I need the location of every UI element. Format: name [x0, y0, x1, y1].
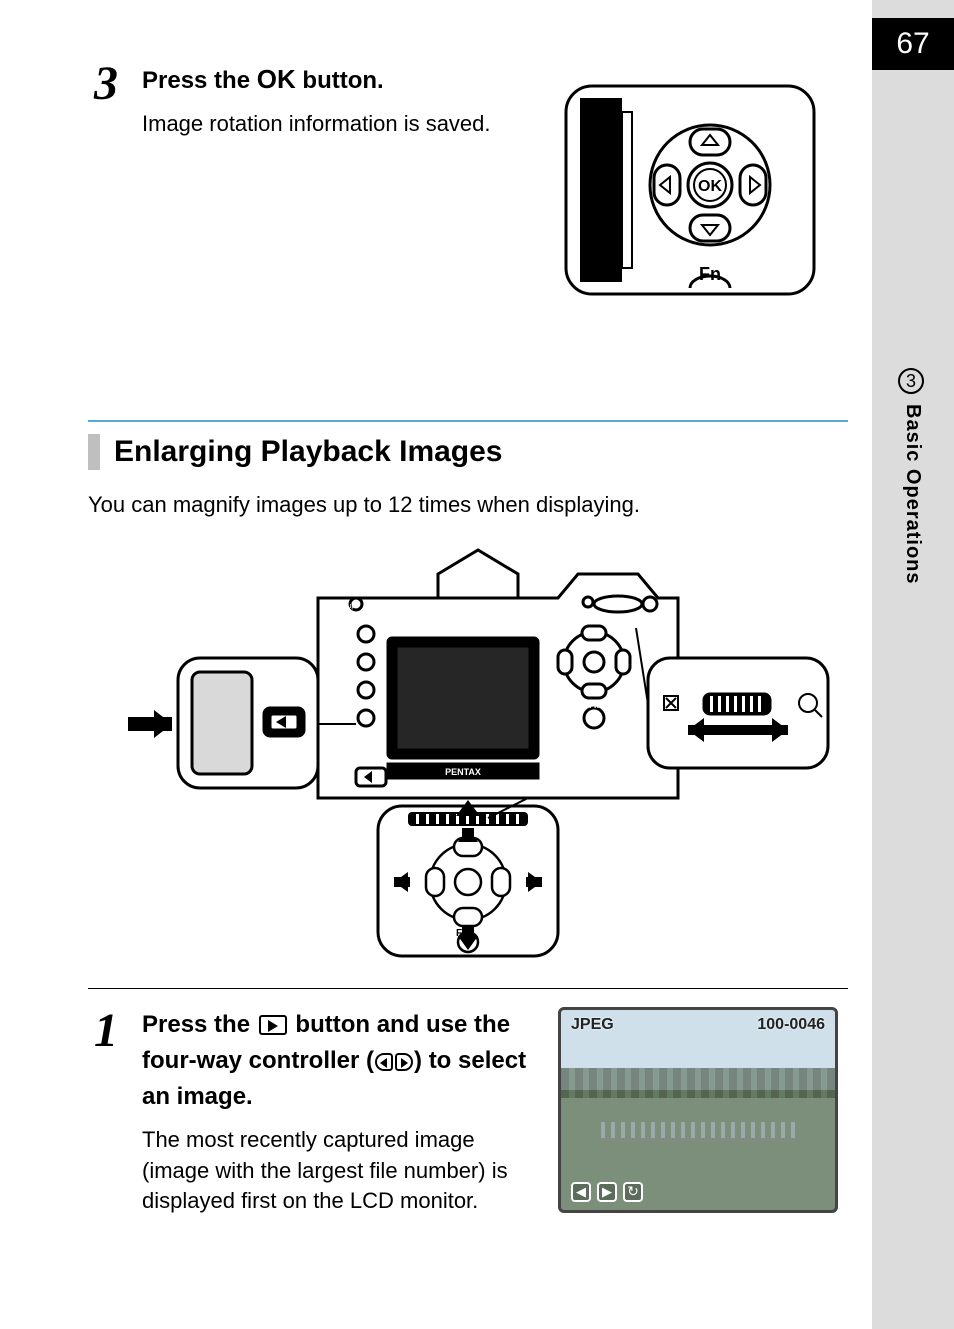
left-arrow-icon	[375, 1053, 393, 1071]
chapter-label: Basic Operations	[901, 404, 924, 585]
camera-diagram: PENTAX OK Fn AE-L	[88, 538, 848, 968]
page-content: 3 Press the OK button. Image rotation in…	[88, 60, 848, 1227]
lcd-nav-icons: ◀ ▶	[571, 1182, 617, 1202]
image-format: JPEG	[571, 1016, 614, 1034]
section-heading: Enlarging Playback Images	[88, 434, 848, 470]
step-1: 1 Press the button and use the four-way …	[88, 1007, 848, 1217]
playback-icon	[259, 1015, 287, 1035]
text: Press the	[142, 1011, 257, 1038]
file-number: 100-0046	[757, 1016, 825, 1034]
rotate-icon: ↻	[623, 1182, 643, 1202]
section-title: Enlarging Playback Images	[114, 435, 503, 469]
manual-page: 67 3 Basic Operations OK	[0, 0, 954, 1329]
text: button.	[296, 67, 384, 94]
nav-right-icon: ▶	[597, 1182, 617, 1202]
nav-left-icon: ◀	[571, 1182, 591, 1202]
step-3: 3 Press the OK button. Image rotation in…	[88, 60, 848, 140]
chapter-number-badge: 3	[898, 368, 924, 394]
step-description: Image rotation information is saved.	[142, 109, 848, 140]
step-title: Press the OK button.	[142, 60, 848, 99]
text: Press the	[142, 67, 257, 94]
right-arrow-icon	[395, 1053, 413, 1071]
section-rule	[88, 420, 848, 422]
step-body: Press the OK button. Image rotation info…	[142, 60, 848, 140]
step-body: Press the button and use the four-way co…	[142, 1007, 538, 1217]
lcd-screen: JPEG 100-0046 ◀ ▶ ↻	[558, 1007, 838, 1213]
side-tab-bar: 67 3 Basic Operations	[872, 0, 954, 1329]
svg-text:AE-L: AE-L	[642, 613, 658, 620]
page-number: 67	[872, 18, 954, 70]
svg-text:OK: OK	[588, 659, 600, 668]
step-title: Press the button and use the four-way co…	[142, 1007, 538, 1115]
svg-text:OK: OK	[461, 878, 476, 889]
svg-text:s.up: s.up	[342, 603, 355, 610]
ok-glyph: OK	[257, 64, 296, 94]
section-bar	[88, 434, 100, 470]
step-number: 3	[88, 60, 124, 140]
divider	[88, 988, 848, 989]
svg-text:PENTAX: PENTAX	[445, 767, 481, 777]
photo-fence	[601, 1122, 795, 1140]
step-description: The most recently captured image (image …	[142, 1125, 538, 1217]
photo-trees	[561, 1068, 835, 1098]
svg-text:Fn: Fn	[589, 701, 599, 710]
step-number: 1	[88, 1007, 124, 1217]
lcd-preview: JPEG 100-0046 ◀ ▶ ↻	[558, 1007, 848, 1217]
section-intro: You can magnify images up to 12 times wh…	[88, 492, 848, 518]
